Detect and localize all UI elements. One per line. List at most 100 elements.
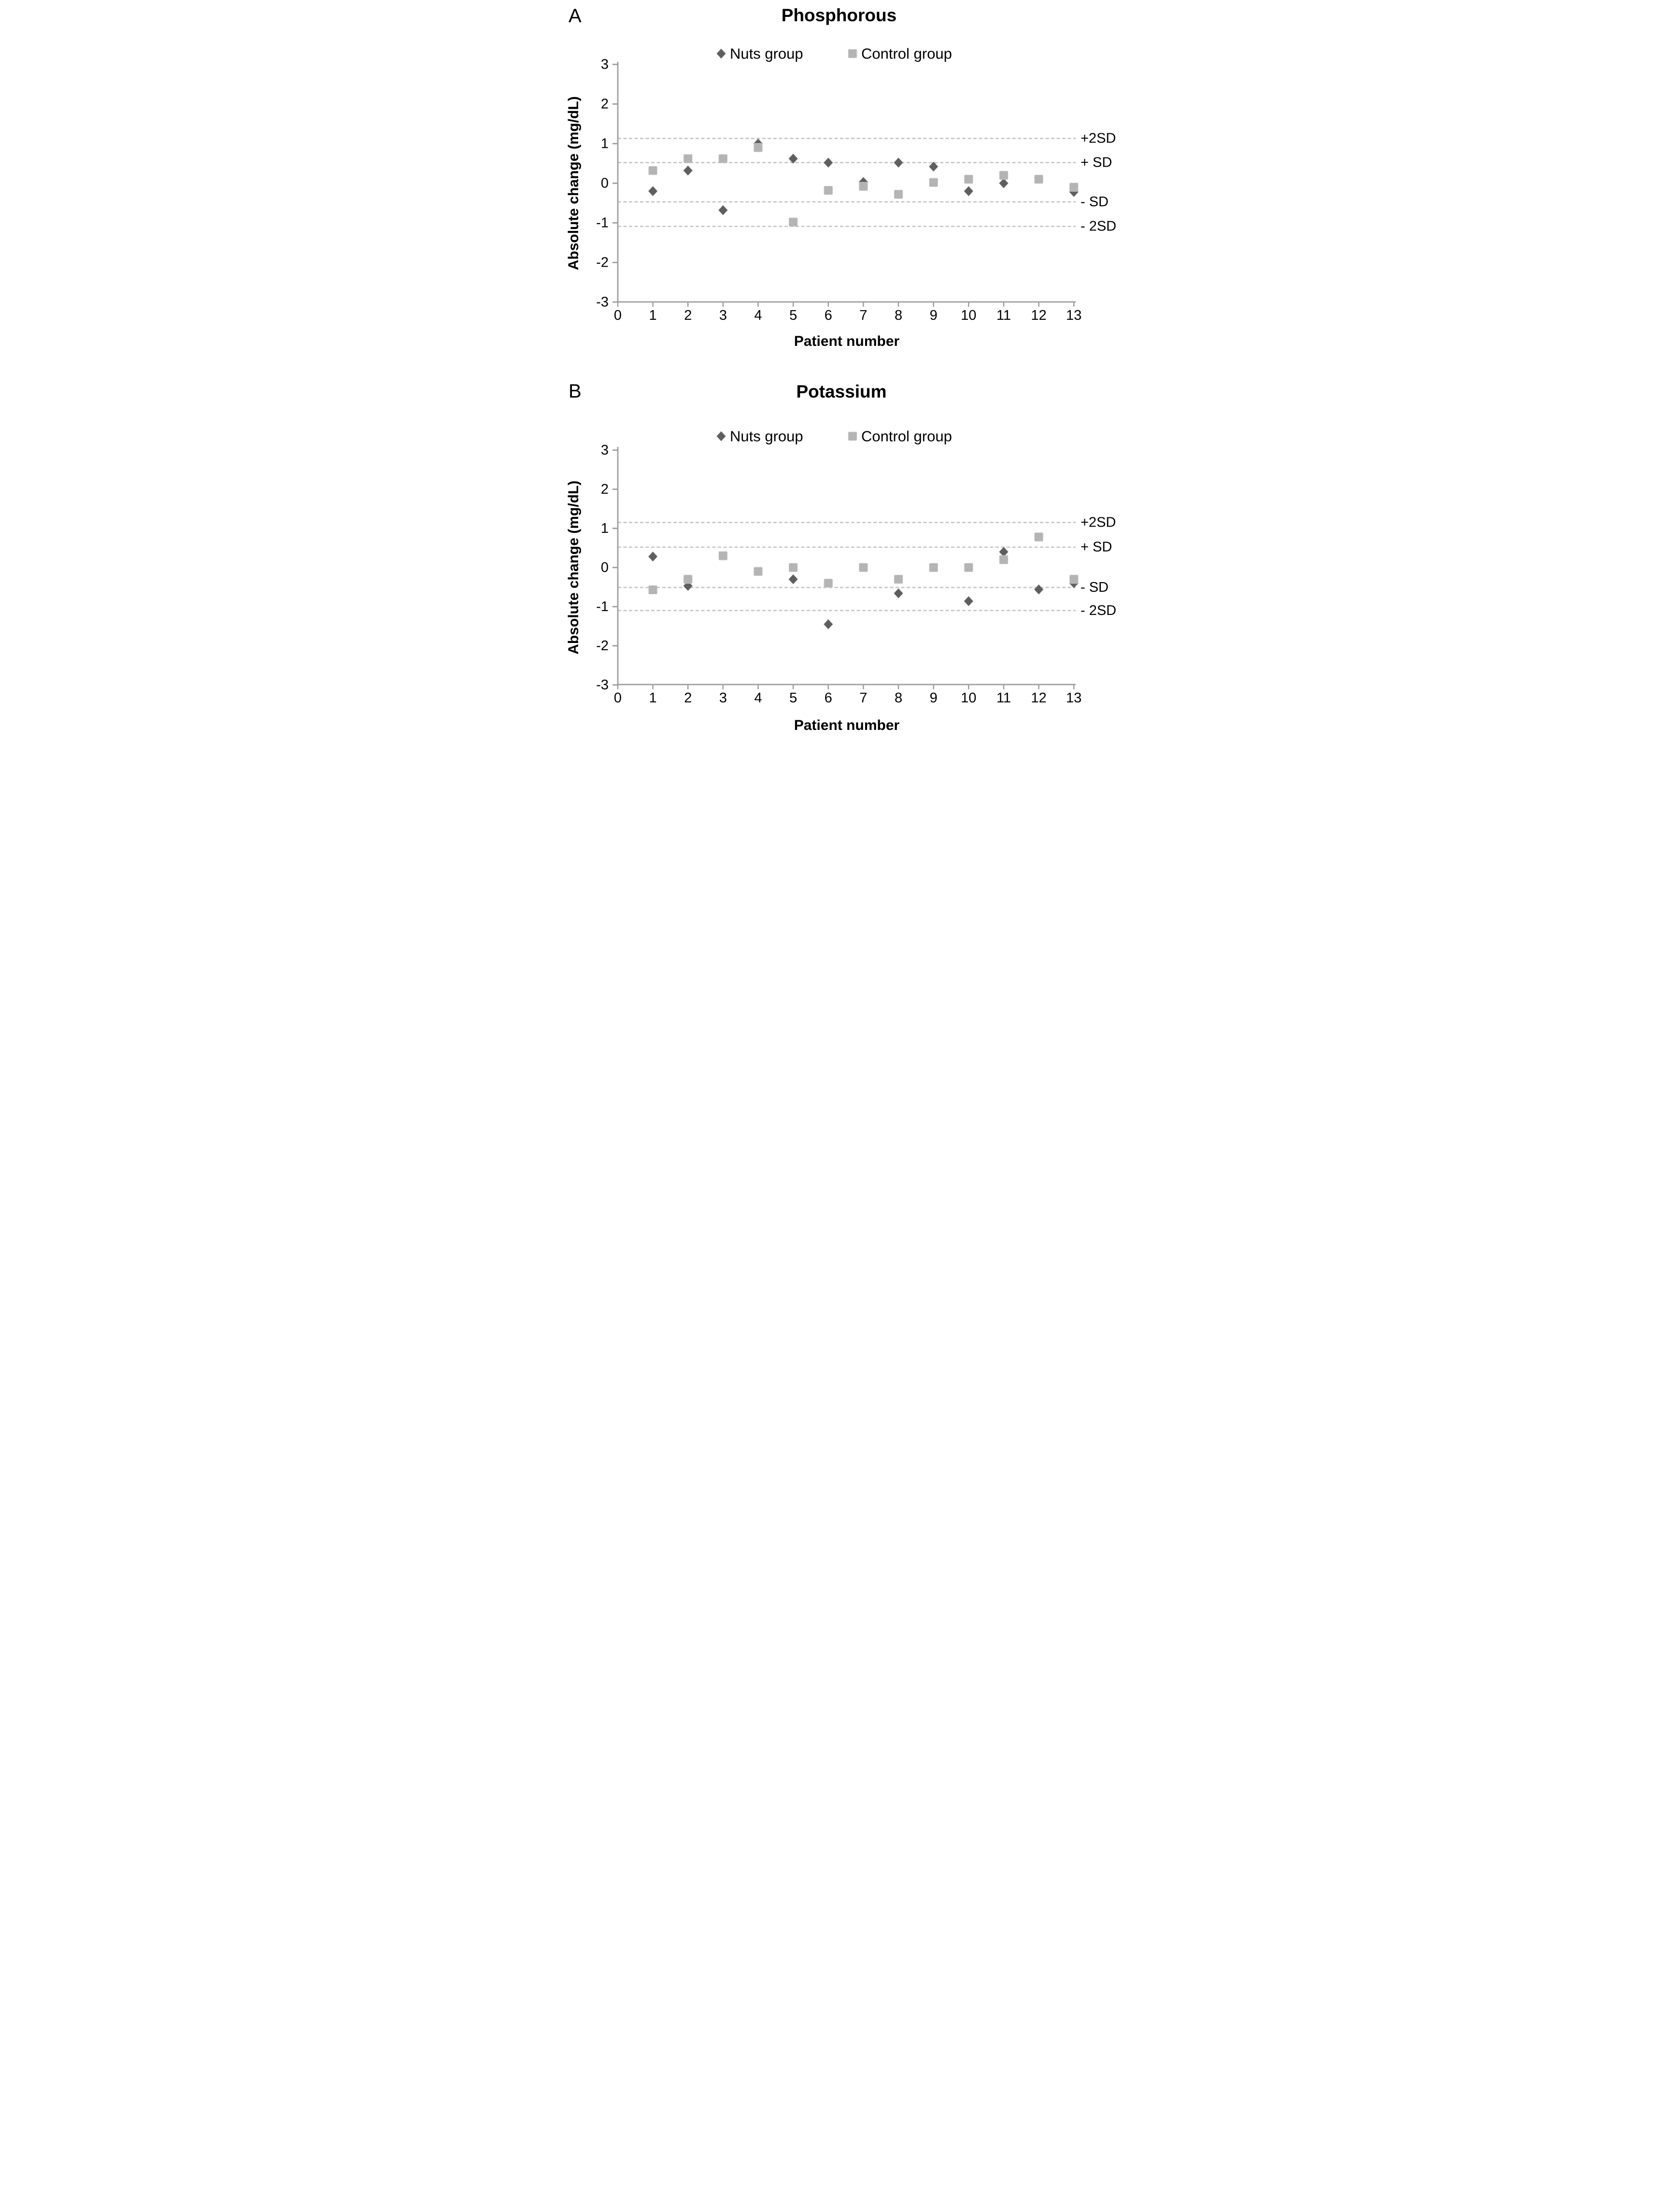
legend-square-icon [848, 431, 857, 441]
marker-control-patient-12 [1034, 532, 1043, 542]
series-nuts-group [648, 139, 1079, 215]
x-tick-label: 0 [613, 690, 621, 706]
x-tick-label: 11 [996, 690, 1010, 706]
marker-control-patient-6 [824, 186, 833, 195]
marker-nuts-patient-5 [788, 154, 798, 164]
x-tick-label: 9 [929, 690, 937, 706]
y-axis-title: Absolute change (mg/dL) [566, 96, 582, 270]
marker-control-patient-13 [1069, 183, 1078, 192]
marker-control-patient-11 [999, 555, 1008, 564]
y-tick-label: 3 [600, 442, 608, 458]
marker-control-patient-5 [788, 563, 797, 572]
marker-control-patient-4 [753, 143, 763, 152]
x-tick-label: 1 [649, 690, 656, 706]
x-tick-label: 1 [649, 308, 656, 323]
x-tick-label: 4 [754, 690, 762, 706]
series-nuts-group [648, 547, 1079, 629]
marker-control-patient-7 [858, 182, 868, 191]
marker-nuts-patient-11 [999, 178, 1008, 188]
marker-nuts-patient-1 [648, 552, 657, 562]
x-tick-label: 11 [996, 308, 1010, 323]
marker-nuts-patient-9 [928, 161, 938, 171]
y-tick-label: 0 [600, 560, 608, 575]
marker-control-patient-11 [999, 171, 1008, 180]
x-tick-label: 3 [719, 690, 726, 706]
x-tick-label: 2 [684, 308, 692, 323]
y-tick-label: -1 [596, 215, 609, 230]
x-tick-label: 3 [719, 308, 726, 323]
x-tick-label: 10 [961, 308, 976, 323]
marker-nuts-patient-3 [718, 205, 727, 215]
x-tick-label: 0 [613, 308, 621, 323]
series-control-group [648, 532, 1078, 595]
x-tick-label: 13 [1066, 690, 1081, 706]
x-tick-label: 8 [894, 690, 902, 706]
marker-control-patient-8 [894, 190, 903, 199]
marker-control-patient-5 [788, 217, 797, 227]
y-tick-label: 2 [600, 96, 608, 112]
two-panel-scatter-figure: +2SD + SD - SD - 2SD 3 2 1 0 -1 -2 -3 0 1 2 3 4 5 6 7 8 9 10 1… [559, 0, 1120, 737]
marker-nuts-patient-2 [683, 165, 693, 176]
ref-line-label: - 2SD [1081, 219, 1116, 234]
x-tick-label: 2 [684, 690, 692, 706]
marker-control-patient-1 [648, 585, 657, 595]
marker-control-patient-9 [928, 178, 938, 187]
x-tick-label: 13 [1066, 308, 1081, 323]
marker-nuts-patient-1 [648, 186, 657, 196]
marker-control-patient-12 [1034, 174, 1043, 184]
marker-nuts-patient-12 [1034, 585, 1043, 595]
x-tick-label: 6 [824, 308, 832, 323]
marker-control-patient-9 [928, 563, 938, 572]
legend-label-control: Control group [861, 45, 952, 62]
y-tick-label: 2 [600, 482, 608, 497]
x-tick-label: 12 [1031, 690, 1046, 706]
y-tick-label: -3 [596, 677, 609, 693]
x-tick-label: 10 [961, 690, 976, 706]
legend-square-icon [848, 49, 857, 58]
y-tick-label: -1 [596, 599, 609, 614]
x-axis-title: Patient number [794, 333, 899, 349]
y-tick-label: 3 [600, 57, 608, 72]
marker-control-patient-4 [753, 567, 763, 576]
x-tick-label: 5 [789, 308, 797, 323]
x-tick-label: 7 [859, 308, 867, 323]
marker-control-patient-13 [1069, 574, 1078, 584]
x-tick-label: 5 [789, 690, 797, 706]
marker-nuts-patient-6 [823, 619, 833, 629]
marker-nuts-patient-10 [964, 596, 973, 606]
ref-line-label: + SD [1081, 540, 1112, 555]
panel-label: B [569, 381, 582, 402]
x-tick-label: 9 [929, 308, 937, 323]
marker-control-patient-2 [683, 574, 692, 584]
series-control-group [648, 143, 1078, 227]
marker-control-patient-8 [894, 574, 903, 584]
marker-control-patient-10 [964, 563, 973, 572]
legend-label-nuts: Nuts group [730, 45, 803, 62]
ref-line-label: +2SD [1081, 515, 1116, 530]
y-tick-label: -2 [596, 638, 609, 654]
marker-nuts-patient-5 [788, 574, 798, 585]
marker-control-patient-6 [824, 579, 833, 588]
y-axis-title: Absolute change (mg/dL) [566, 481, 582, 655]
ref-line-label: + SD [1081, 155, 1112, 171]
x-tick-label: 7 [859, 690, 867, 706]
marker-control-patient-2 [683, 154, 692, 163]
y-tick-label: 1 [600, 136, 608, 151]
marker-control-patient-1 [648, 166, 657, 175]
marker-nuts-patient-8 [894, 157, 903, 168]
ref-line-label: - SD [1081, 580, 1109, 595]
marker-control-patient-3 [718, 154, 727, 163]
legend-label-control: Control group [861, 428, 952, 445]
x-tick-label: 6 [824, 690, 832, 706]
chart-title: Potassium [796, 382, 886, 401]
marker-nuts-patient-10 [964, 186, 973, 196]
marker-nuts-patient-6 [823, 157, 833, 168]
y-tick-label: -2 [596, 255, 609, 270]
ref-line-label: - SD [1081, 194, 1109, 210]
x-tick-label: 8 [894, 308, 902, 323]
x-axis-title: Patient number [794, 717, 899, 733]
marker-nuts-patient-8 [894, 588, 903, 599]
legend-label-nuts: Nuts group [730, 428, 803, 445]
